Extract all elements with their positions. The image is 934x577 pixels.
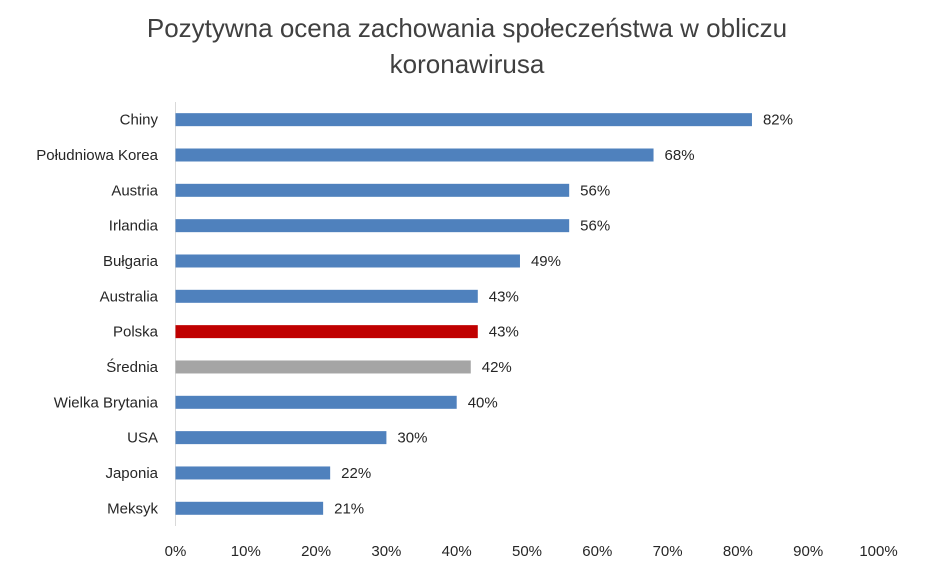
- x-tick-label-100: 100%: [859, 543, 897, 560]
- data-label-polska: 43%: [489, 324, 519, 341]
- category-label-srednia: Średnia: [106, 358, 158, 376]
- data-label-chiny: 82%: [763, 112, 793, 129]
- category-label-irlandia: Irlandia: [109, 218, 159, 235]
- bar-chiny: [175, 113, 752, 127]
- bar-irlandia: [175, 219, 570, 233]
- x-tick-label-20: 20%: [301, 543, 331, 560]
- bar-austria: [175, 183, 570, 197]
- chart-title: Pozytywna ocena zachowania społeczeństwa…: [0, 10, 934, 82]
- data-label-wielka-brytania: 40%: [468, 394, 498, 411]
- chart-title-line-1: Pozytywna ocena zachowania społeczeństwa…: [146, 13, 788, 43]
- x-tick-label-10: 10%: [231, 543, 261, 560]
- bar-polska: [175, 325, 478, 339]
- bar-srednia: [175, 360, 471, 374]
- x-tick-label-0: 0%: [165, 543, 187, 560]
- data-label-austria: 56%: [580, 182, 610, 199]
- bar-wielka-brytania: [175, 395, 457, 409]
- x-tick-label-30: 30%: [371, 543, 401, 560]
- x-tick-label-80: 80%: [723, 543, 753, 560]
- category-label-chiny: Chiny: [120, 112, 159, 129]
- category-label-poludniowa-korea: Południowa Korea: [36, 147, 158, 164]
- category-label-polska: Polska: [113, 324, 159, 341]
- x-axis-tick-labels: 0% 10% 20% 30% 40% 50% 60% 70% 80% 90% 100%: [165, 543, 898, 560]
- data-label-japonia: 22%: [341, 465, 371, 482]
- bar-australia: [175, 289, 478, 303]
- bar-bulgaria: [175, 254, 520, 268]
- data-label-srednia: 42%: [482, 359, 512, 376]
- category-label-austria: Austria: [111, 182, 158, 199]
- category-label-japonia: Japonia: [105, 465, 158, 482]
- category-label-australia: Australia: [100, 288, 159, 305]
- x-tick-label-50: 50%: [512, 543, 542, 560]
- category-label-bulgaria: Bułgaria: [103, 253, 159, 270]
- bar-meksyk: [175, 501, 324, 515]
- category-label-wielka-brytania: Wielka Brytania: [54, 394, 159, 411]
- data-label-meksyk: 21%: [334, 500, 364, 517]
- data-label-bulgaria: 49%: [531, 253, 561, 270]
- x-tick-label-90: 90%: [793, 543, 823, 560]
- bar-poludniowa-korea: [175, 148, 654, 162]
- data-labels: 82% 68% 56% 56% 49% 43% 43% 42% 40% 30% 22% 21%: [334, 112, 793, 518]
- data-label-poludniowa-korea: 68%: [665, 147, 695, 164]
- category-labels: Chiny Południowa Korea Austria Irlandia Bułg…: [36, 112, 158, 518]
- x-tick-label-40: 40%: [442, 543, 472, 560]
- category-label-meksyk: Meksyk: [107, 500, 158, 517]
- data-label-usa: 30%: [397, 430, 427, 447]
- bar-japonia: [175, 466, 331, 480]
- chart-title-line-2: koronawirusa: [389, 49, 545, 79]
- x-tick-label-70: 70%: [653, 543, 683, 560]
- bar-usa: [175, 431, 387, 445]
- bars-group: [175, 113, 752, 515]
- data-label-australia: 43%: [489, 288, 519, 305]
- x-tick-label-60: 60%: [582, 543, 612, 560]
- data-label-irlandia: 56%: [580, 218, 610, 235]
- category-label-usa: USA: [127, 430, 158, 447]
